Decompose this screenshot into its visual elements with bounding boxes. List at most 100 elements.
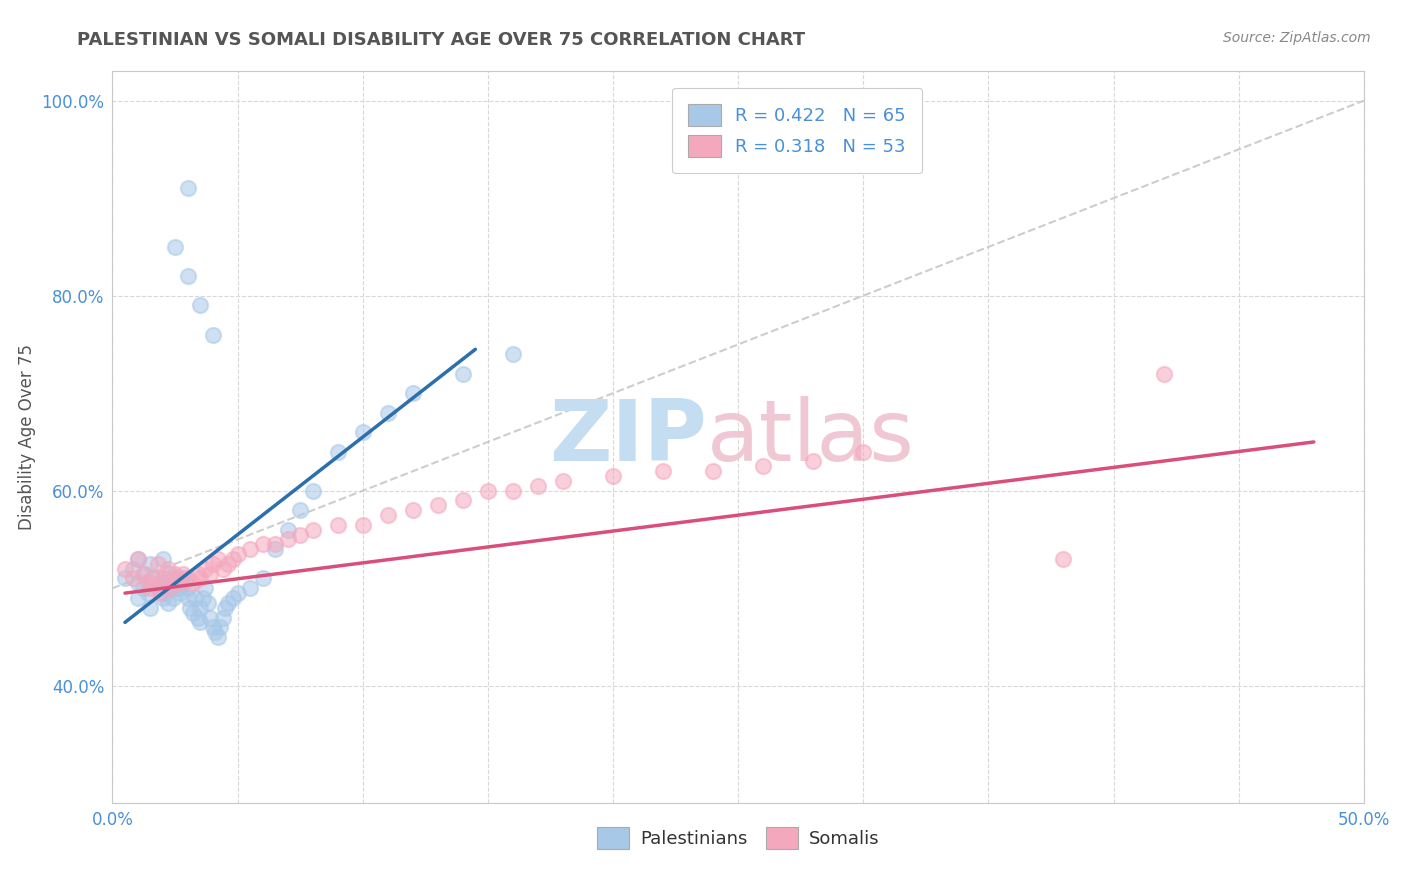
Point — [702, 464, 724, 478]
Point — [169, 576, 191, 591]
Point — [290, 527, 312, 541]
Point — [156, 562, 179, 576]
Point — [201, 620, 224, 634]
Point — [502, 483, 524, 498]
Point — [176, 181, 198, 195]
Point — [191, 591, 214, 605]
Point — [188, 572, 211, 586]
Point — [146, 581, 169, 595]
Point — [301, 483, 323, 498]
Point — [181, 576, 204, 591]
Point — [221, 591, 243, 605]
Point — [156, 596, 179, 610]
Point — [1153, 367, 1175, 381]
Point — [209, 620, 232, 634]
Point — [163, 566, 186, 581]
Point — [176, 591, 198, 605]
Point — [252, 572, 274, 586]
Point — [239, 581, 262, 595]
Point — [402, 386, 425, 401]
Point — [207, 630, 229, 644]
Text: PALESTINIAN VS SOMALI DISABILITY AGE OVER 75 CORRELATION CHART: PALESTINIAN VS SOMALI DISABILITY AGE OVE… — [77, 31, 806, 49]
Point — [152, 572, 174, 586]
Point — [127, 576, 149, 591]
Point — [207, 552, 229, 566]
Point — [852, 444, 875, 458]
Point — [201, 557, 224, 571]
Point — [121, 562, 143, 576]
Point — [131, 581, 153, 595]
Point — [156, 576, 179, 591]
Point — [169, 586, 191, 600]
Point — [211, 562, 233, 576]
Point — [141, 572, 163, 586]
Point — [149, 586, 172, 600]
Point — [226, 586, 249, 600]
Point — [136, 576, 159, 591]
Point — [426, 499, 449, 513]
Point — [752, 459, 775, 474]
Point — [326, 444, 349, 458]
Point — [201, 327, 224, 342]
Point — [198, 566, 221, 581]
Text: Source: ZipAtlas.com: Source: ZipAtlas.com — [1223, 31, 1371, 45]
Point — [211, 610, 233, 624]
Point — [181, 606, 204, 620]
Point — [179, 600, 201, 615]
Point — [152, 552, 174, 566]
Point — [139, 557, 162, 571]
Text: ZIP: ZIP — [550, 395, 707, 479]
Legend: Palestinians, Somalis: Palestinians, Somalis — [589, 820, 887, 856]
Point — [184, 591, 207, 605]
Point — [217, 596, 239, 610]
Point — [194, 562, 217, 576]
Point — [187, 610, 209, 624]
Point — [141, 572, 163, 586]
Point — [162, 591, 184, 605]
Point — [152, 591, 174, 605]
Point — [127, 552, 149, 566]
Point — [352, 517, 374, 532]
Point — [214, 600, 236, 615]
Point — [301, 523, 323, 537]
Point — [502, 347, 524, 361]
Point — [377, 406, 399, 420]
Point — [290, 503, 312, 517]
Point — [149, 576, 172, 591]
Point — [239, 542, 262, 557]
Point — [527, 479, 550, 493]
Point — [226, 547, 249, 561]
Point — [127, 591, 149, 605]
Point — [114, 572, 136, 586]
Point — [136, 586, 159, 600]
Point — [352, 425, 374, 440]
Point — [146, 557, 169, 571]
Point — [652, 464, 675, 478]
Point — [194, 581, 217, 595]
Point — [159, 581, 181, 595]
Point — [163, 240, 186, 254]
Point — [174, 572, 197, 586]
Point — [176, 572, 198, 586]
Point — [1052, 552, 1074, 566]
Point — [451, 493, 474, 508]
Point — [198, 610, 221, 624]
Point — [172, 566, 194, 581]
Point — [197, 596, 219, 610]
Point — [326, 517, 349, 532]
Point — [188, 600, 211, 615]
Point — [801, 454, 824, 468]
Point — [377, 508, 399, 522]
Point — [139, 600, 162, 615]
Point — [221, 552, 243, 566]
Point — [176, 269, 198, 284]
Point — [264, 542, 287, 557]
Point — [163, 572, 186, 586]
Point — [172, 576, 194, 591]
Point — [402, 503, 425, 517]
Point — [277, 533, 299, 547]
Text: atlas: atlas — [707, 395, 915, 479]
Point — [163, 581, 186, 595]
Point — [153, 576, 176, 591]
Point — [166, 581, 188, 595]
